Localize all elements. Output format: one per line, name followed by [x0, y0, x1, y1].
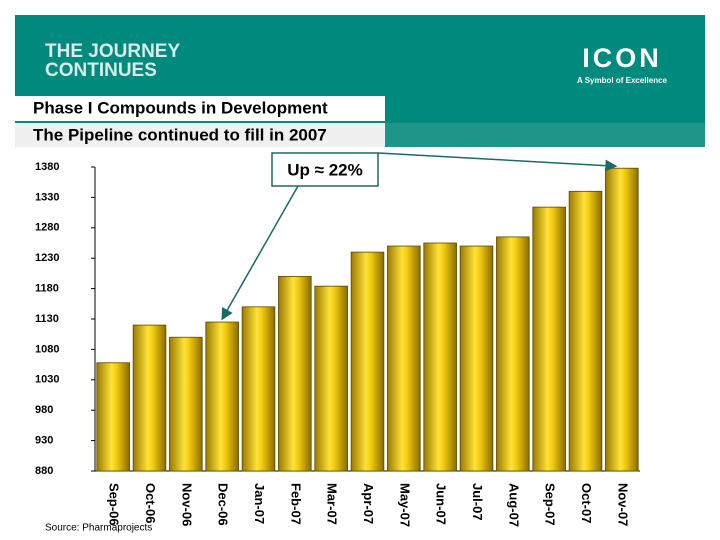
x-tick-label: Mar-07	[325, 483, 340, 525]
y-tick-label: 1030	[35, 374, 59, 386]
bar	[387, 245, 421, 472]
annotation-arrow	[377, 152, 618, 172]
x-tick-label: Sep-06	[107, 483, 122, 526]
brand-line: CONTINUES	[45, 60, 157, 81]
y-tick-label: 1230	[35, 252, 59, 264]
bar	[169, 336, 203, 472]
bar	[568, 190, 603, 472]
chart-title: Phase I Compounds in Development	[33, 98, 328, 117]
bar	[205, 321, 239, 472]
bar	[496, 236, 530, 472]
subtitle-band-light	[15, 123, 385, 147]
x-tick-label: Dec-06	[216, 483, 231, 526]
bar	[423, 242, 457, 472]
y-tick-label: 1280	[35, 222, 59, 234]
x-tick-label: Oct-06	[143, 483, 158, 523]
annotation: Up ≈ 22%	[287, 160, 362, 179]
bar	[96, 362, 130, 472]
x-tick-label: Feb-07	[288, 483, 303, 525]
x-tick-label: Sep-07	[543, 483, 558, 526]
annotation-arrow	[221, 185, 299, 321]
annotation-box	[271, 152, 379, 187]
bar	[278, 276, 312, 472]
y-tick-label: 1130	[35, 313, 59, 325]
bar	[132, 324, 167, 472]
x-tick-label: Jan-07	[252, 483, 267, 524]
tagline: A Symbol of Excellence	[577, 76, 668, 85]
y-tick-label: 980	[35, 404, 53, 416]
bar	[605, 167, 639, 472]
x-tick-label: Jun-07	[434, 483, 449, 525]
bar	[350, 251, 385, 472]
y-tick-label: 1180	[35, 283, 59, 295]
bar	[459, 245, 494, 472]
x-tick-label: Jul-07	[470, 483, 485, 521]
y-tick-label: 880	[35, 465, 53, 477]
logo: ICON	[582, 43, 662, 73]
x-tick-label: May-07	[397, 483, 412, 527]
y-tick-label: 1380	[35, 161, 59, 173]
y-tick-label: 1330	[35, 191, 59, 203]
x-tick-label: Nov-06	[179, 483, 194, 526]
source: Source: Pharmaprojects	[45, 523, 152, 534]
x-tick-label: Nov-07	[615, 483, 630, 526]
x-tick-label: Oct-07	[579, 483, 594, 523]
y-tick-label: 930	[35, 435, 53, 447]
title-band	[15, 96, 385, 121]
x-tick-label: Aug-07	[506, 483, 521, 527]
brand-line: THE JOURNEY	[45, 41, 180, 62]
chart-subtitle: The Pipeline continued to fill in 2007	[33, 125, 327, 144]
bar	[532, 206, 566, 472]
x-tick-label: Apr-07	[361, 483, 376, 524]
bar	[241, 306, 276, 472]
y-tick-label: 1080	[35, 343, 59, 355]
bar	[314, 285, 348, 472]
